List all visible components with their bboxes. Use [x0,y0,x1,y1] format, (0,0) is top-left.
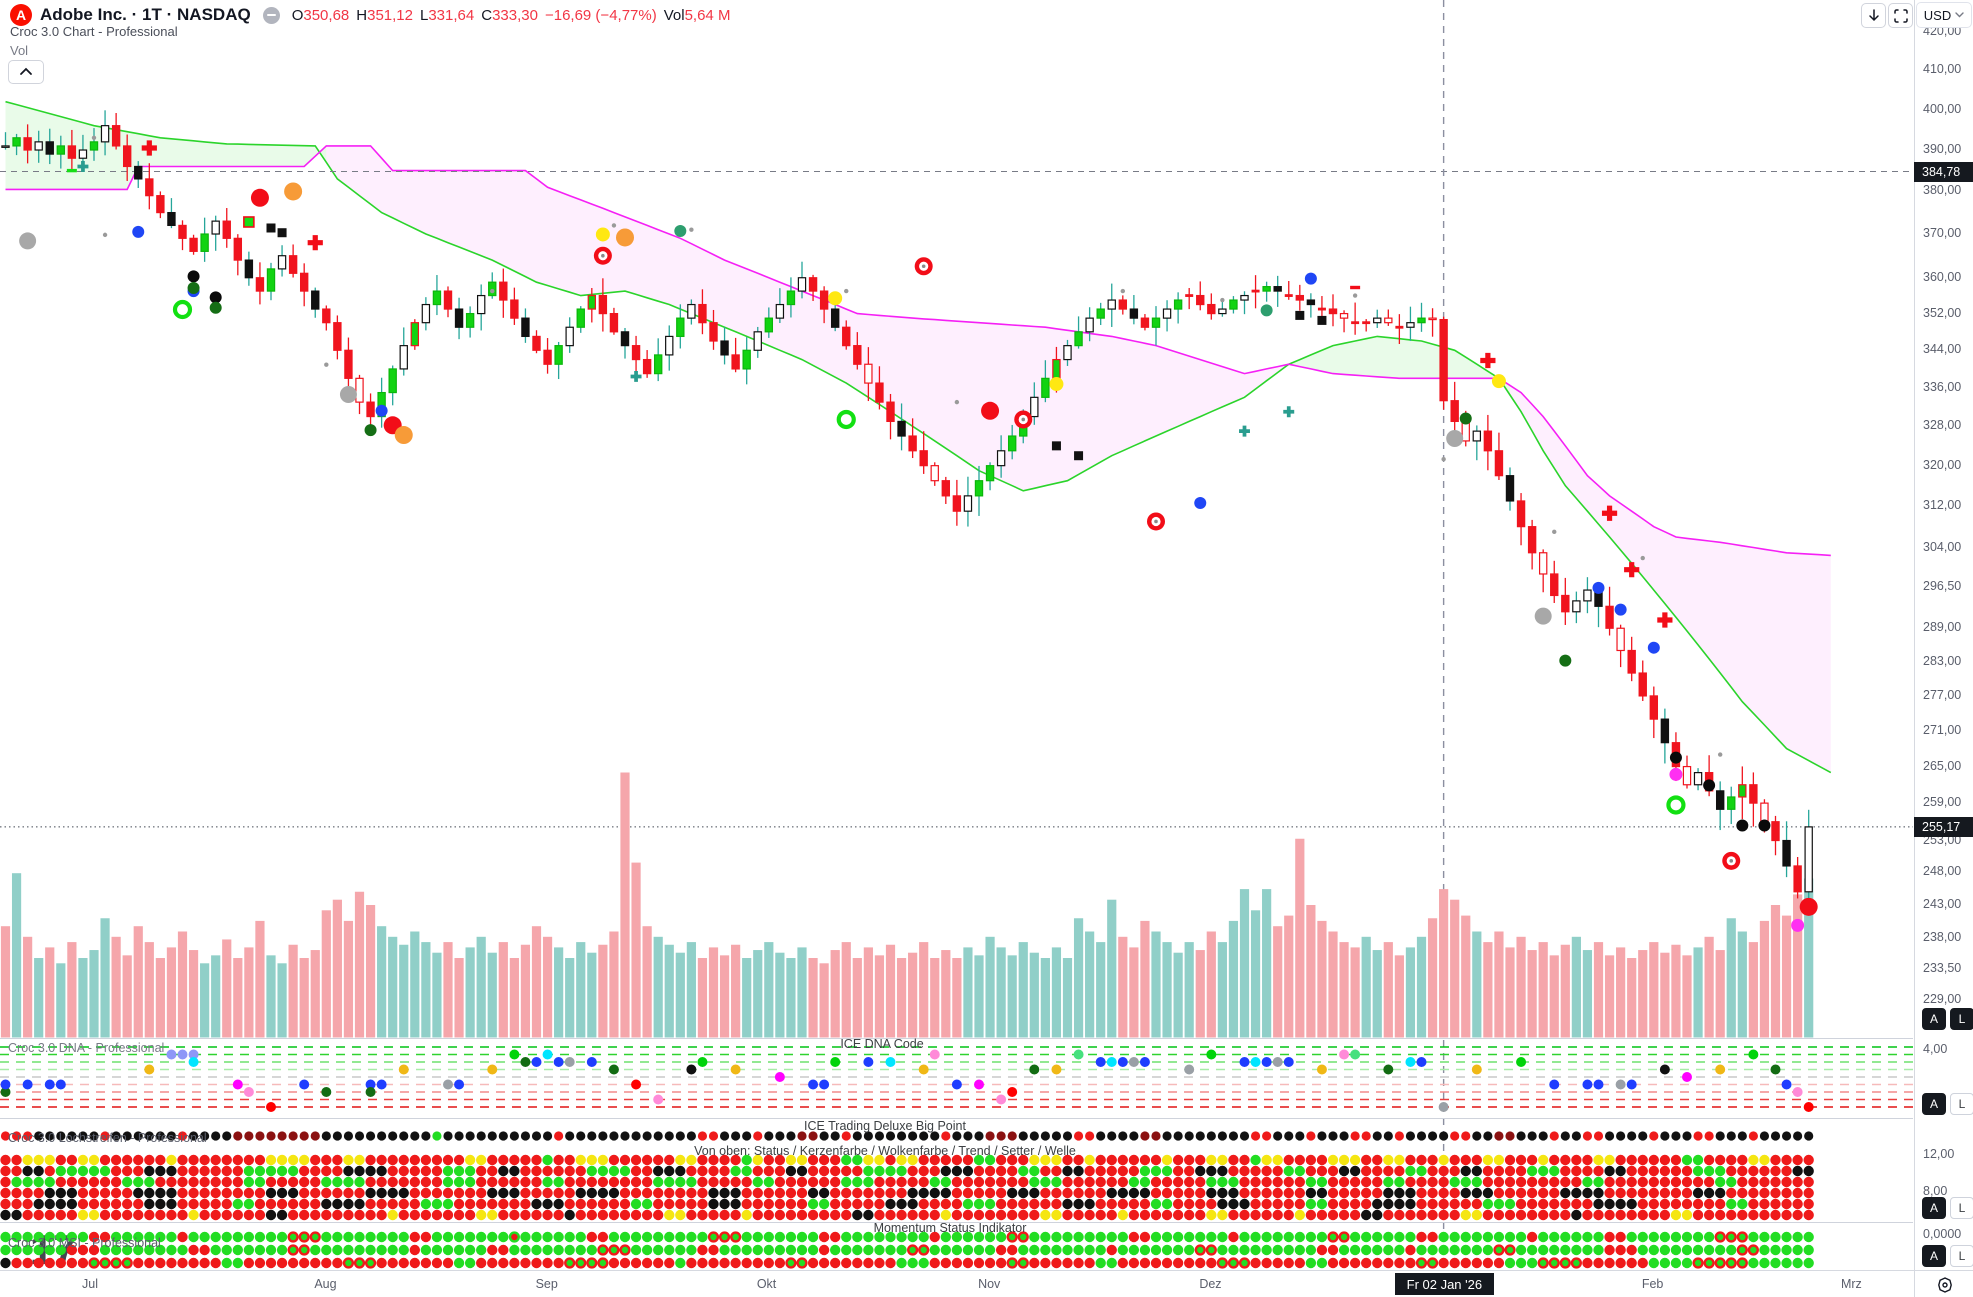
time-axis[interactable]: Fr 02 Jan '26 Jul Aug Sep Okt Nov Dez Feb Mrz [0,1270,1914,1297]
time-tick: Feb [1641,1277,1664,1291]
price-tick: 400,00 [1923,101,1962,116]
log-scale-button[interactable]: L [1950,1197,1973,1219]
price-tick: 271,00 [1923,722,1962,737]
price-tick: 344,00 [1923,342,1962,357]
currency-selector[interactable]: USD [1916,2,1972,28]
price-tick: 312,00 [1923,498,1962,513]
price-tick: 380,00 [1923,183,1962,198]
msi-pane-title: Momentum Status Indikator [873,1221,1027,1235]
indicator-title[interactable]: Croc 3.0 Chart - Professional [10,24,178,39]
signal-markers [19,135,1818,932]
price-tick: 370,00 [1923,226,1962,240]
fullscreen-icon [1893,8,1908,23]
msi-pane-scale-buttons: A L [1922,1245,1973,1267]
price-tick: 352,00 [1923,305,1962,320]
dna-pane-label[interactable]: Croc 3.0 DNA - Professional [8,1041,165,1055]
price-tick: 259,00 [1923,795,1962,810]
download-button[interactable] [1861,3,1886,28]
loch-pane-label[interactable]: Croc 3.0 Lochstreifen - Professional [8,1131,207,1145]
dna-panel [0,1046,1913,1112]
price-tick: 283,00 [1923,653,1962,668]
crosshair-date-badge: Fr 02 Jan '26 [1394,1273,1495,1295]
axis-settings-corner[interactable] [1914,1270,1973,1297]
loch-pane-subtitle: Von oben: Status / Kerzenfarbe / Wolkenf… [694,1144,1076,1158]
panel-tick: 12,00 [1923,1147,1955,1161]
market-closed-icon [262,6,280,24]
auto-scale-button[interactable]: A [1922,1093,1946,1115]
volume-bars [0,772,1814,1038]
price-tick: 265,00 [1923,758,1962,773]
msi-panel [0,1231,1814,1269]
msi-pane-label[interactable]: Croc 3.0 MSI - Professional [8,1236,161,1250]
time-tick: Nov [978,1277,1001,1291]
price-tick: 304,00 [1923,539,1962,554]
ichimoku-cloud [5,100,1832,774]
main-pane-scale-buttons: A L [1922,1008,1973,1030]
volume-indicator-label[interactable]: Vol [10,43,29,58]
price-tick: 296,50 [1923,579,1962,594]
auto-scale-button[interactable]: A [1922,1197,1946,1219]
price-tick: 360,00 [1923,269,1962,284]
collapse-indicators-button[interactable] [8,60,44,84]
candlesticks [1,110,1813,904]
loch-pane-scale-buttons: A L [1922,1197,1973,1219]
time-tick: Okt [756,1277,777,1291]
log-scale-button[interactable]: L [1950,1093,1973,1115]
time-tick: Sep [535,1277,558,1291]
gear-icon [1937,1276,1952,1293]
price-tick: 277,00 [1923,687,1962,702]
panel-tick: 0,0000 [1923,1227,1962,1241]
auto-scale-button[interactable]: A [1922,1008,1946,1030]
arrow-down-icon [1868,8,1879,21]
price-tick: 248,00 [1923,864,1962,879]
panel-tick: 8,00 [1923,1184,1948,1198]
price-tick: 320,00 [1923,457,1962,472]
auto-scale-button[interactable]: A [1922,1245,1946,1267]
price-tick: 238,00 [1923,930,1962,945]
loch-pane-title: ICE Trading Deluxe Big Point [804,1119,966,1133]
price-tick: 243,00 [1923,896,1962,911]
fullscreen-button[interactable] [1888,3,1913,28]
time-tick: Aug [314,1277,337,1291]
time-tick: Mrz [1840,1277,1862,1291]
ohlc-values: O350,68 H351,12 L331,64 C333,30 −16,69 (… [291,6,731,24]
symbol-header: A Adobe Inc. · 1T · NASDAQ O350,68 H351,… [10,4,730,26]
price-tick: 229,00 [1923,991,1962,1006]
chevron-up-icon [20,67,32,75]
symbol-title[interactable]: Adobe Inc. · 1T · NASDAQ [40,5,251,24]
price-tick: 328,00 [1923,418,1962,433]
log-scale-button[interactable]: L [1950,1245,1973,1267]
panel-tick: 4,00 [1923,1042,1948,1056]
crosshair-price-badge: 384,78 [1914,161,1973,182]
log-scale-button[interactable]: L [1950,1008,1973,1030]
symbol-logo-icon[interactable]: A [10,4,32,26]
time-tick: Jul [82,1277,98,1291]
price-tick: 336,00 [1923,379,1962,394]
price-tick: 410,00 [1923,62,1962,77]
dna-pane-scale-buttons: A L [1922,1093,1973,1115]
chevron-down-icon [1955,12,1964,18]
dna-pane-title: ICE DNA Code [840,1037,924,1051]
lochstreifen-panel [0,1131,1814,1221]
price-axis[interactable]: USD 420,00 410,00 400,00 390,00 380,00 370,00… [1914,0,1973,1270]
price-tick: 233,50 [1923,960,1962,975]
price-tick: 390,00 [1923,142,1962,157]
time-tick: Dez [1199,1277,1222,1291]
change-value: −16,69 (−4,77%) [544,6,657,24]
last-price-badge: 255,17 [1914,816,1973,837]
price-tick: 289,00 [1923,620,1962,635]
